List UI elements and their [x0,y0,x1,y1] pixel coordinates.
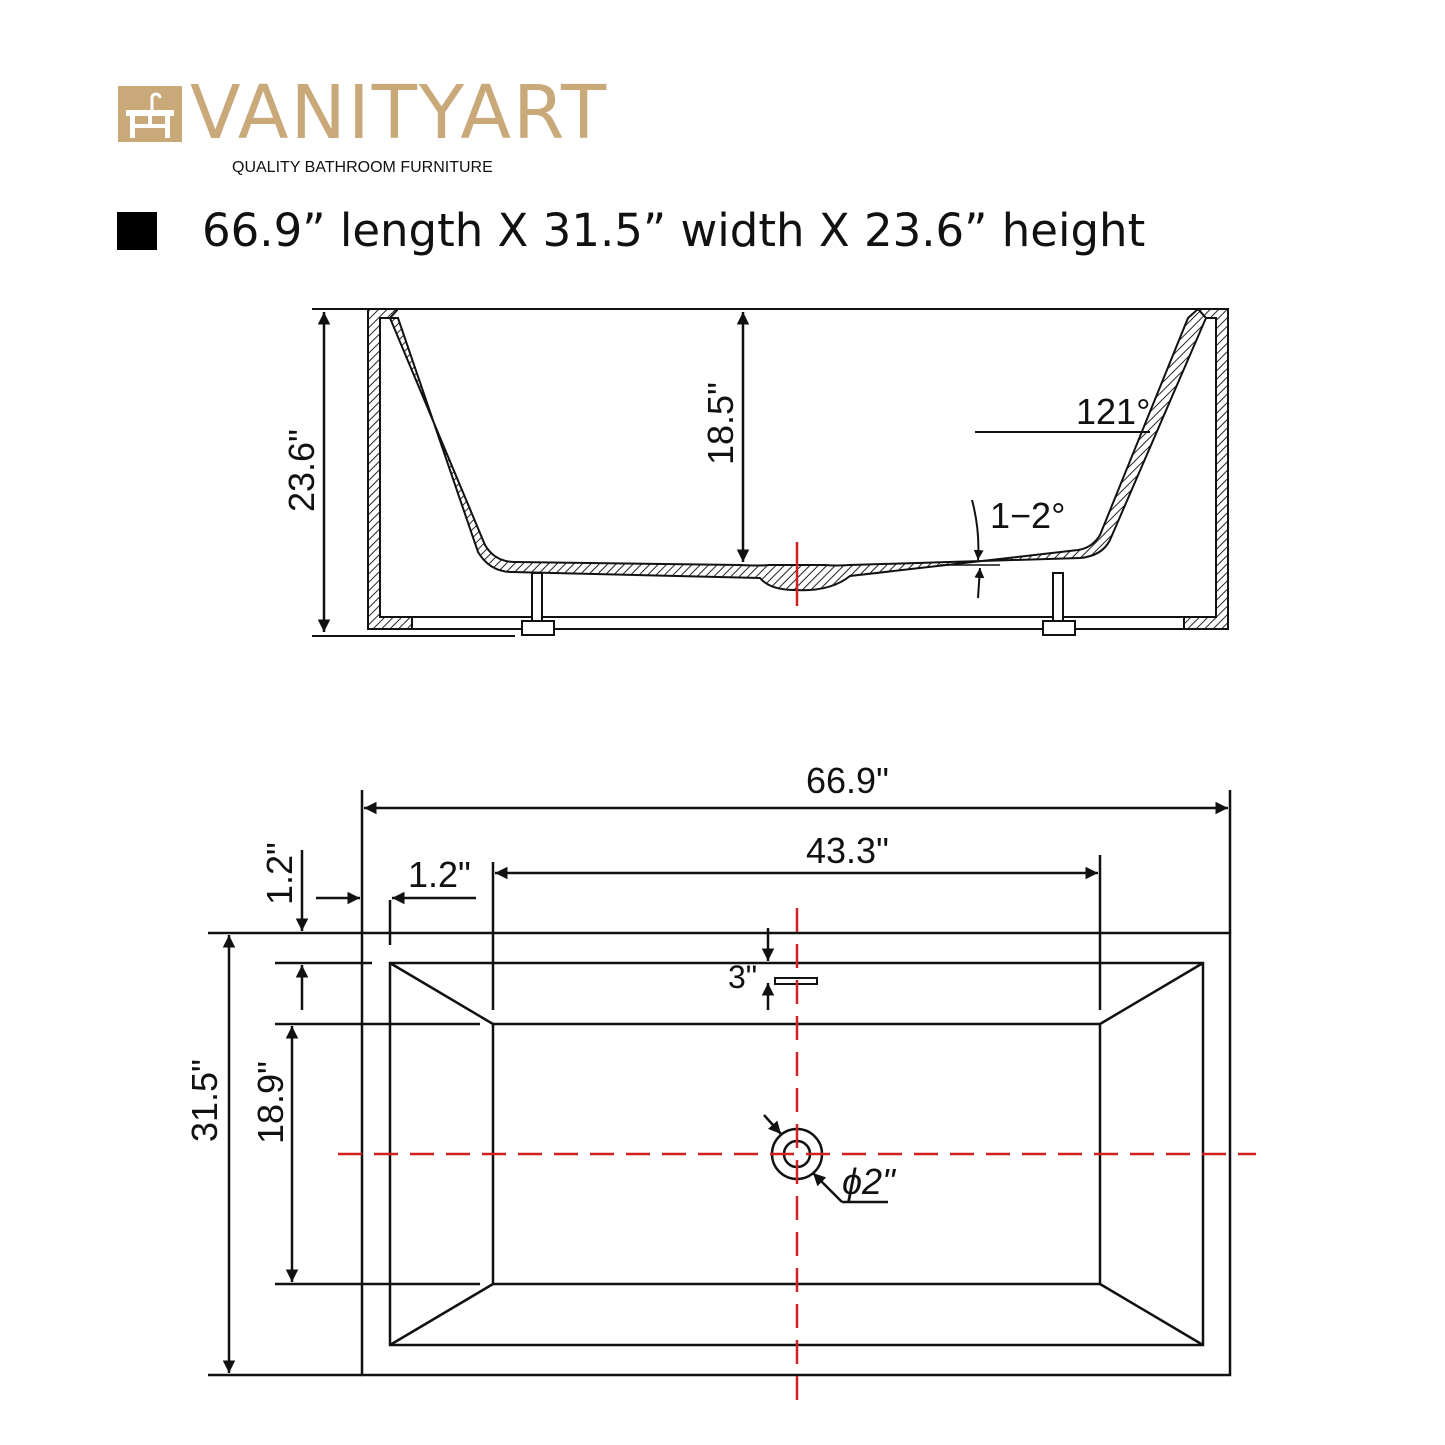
basin-shell [388,307,1208,592]
label-total-height: 23.6" [281,429,322,512]
bullet-square-icon [117,212,157,250]
label-rim-width-side: 1.2" [408,854,471,895]
label-floor-length: 43.3" [806,830,889,871]
left-skirt-wall [367,308,413,630]
brand-tagline: QUALITY BATHROOM FURNITURE [232,159,493,176]
left-foot-stem [531,572,543,622]
label-drain-diameter: ϕ2" [842,1161,897,1202]
label-overflow-offset: 3" [728,959,757,995]
dimensions-headline: 66.9” length X 31.5” width X 23.6” heigh… [202,204,1146,257]
label-overall-length: 66.9" [806,760,889,801]
label-inner-depth: 18.5" [700,382,741,465]
label-floor-width: 18.9" [250,1061,291,1144]
right-skirt-wall [1183,308,1229,630]
brand-name: VANITYART [190,70,609,156]
left-foot-base [521,620,555,636]
side-view [312,307,1229,637]
label-wall-angle: 121° [1076,391,1150,432]
right-foot-base [1042,620,1076,636]
plan-view [208,790,1256,1400]
label-floor-slope: 1−2° [990,495,1065,536]
vanityart-logo-icon [118,86,182,142]
label-overall-width: 31.5" [184,1059,225,1142]
right-foot-stem [1052,572,1064,622]
label-rim-width-end: 1.2" [259,842,300,905]
